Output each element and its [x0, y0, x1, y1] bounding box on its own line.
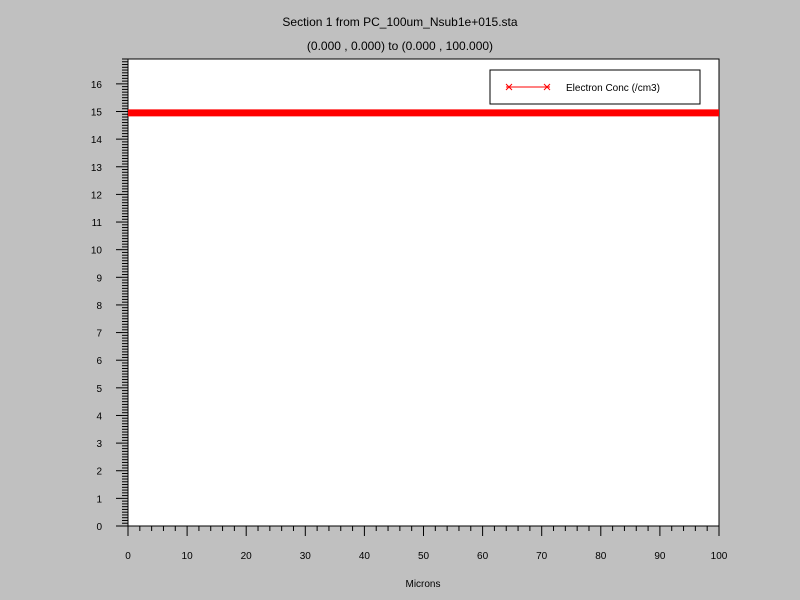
- x-tick-label: 30: [300, 551, 312, 562]
- y-tick-label: 12: [91, 190, 103, 201]
- y-tick-label: 9: [96, 273, 102, 284]
- y-tick-label: 14: [91, 135, 103, 146]
- legend-label: Electron Conc (/cm3): [566, 83, 660, 94]
- y-tick-label: 11: [92, 218, 103, 229]
- y-tick-label: 7: [96, 329, 102, 340]
- chart-title: Section 1 from PC_100um_Nsub1e+015.sta: [282, 15, 517, 29]
- plot-area: [127, 58, 720, 527]
- y-tick-label: 6: [96, 356, 102, 367]
- y-tick-label: 8: [96, 301, 102, 312]
- x-axis-label: Microns: [405, 579, 440, 590]
- x-axis-ticks: 0 10 20 30 40 50 60 70 80 90 100: [125, 526, 728, 562]
- y-tick-label: 15: [91, 108, 103, 119]
- y-tick-label: 1: [96, 494, 102, 505]
- x-tick-label: 10: [182, 551, 194, 562]
- y-tick-label: 4: [96, 411, 102, 422]
- y-tick-label: 5: [96, 384, 102, 395]
- x-tick-label: 0: [125, 551, 131, 562]
- x-tick-label: 50: [418, 551, 430, 562]
- y-tick-label: 2: [96, 467, 102, 478]
- x-tick-label: 20: [241, 551, 253, 562]
- y-tick-label: 0: [96, 522, 102, 533]
- legend-marker: [543, 83, 551, 91]
- y-tick-label: 13: [91, 163, 103, 174]
- x-tick-label: 60: [477, 551, 489, 562]
- y-tick-label: 16: [91, 80, 103, 91]
- x-tick-label: 80: [595, 551, 607, 562]
- x-tick-label: 100: [711, 551, 728, 562]
- y-tick-label: 3: [96, 439, 102, 450]
- legend-swatch-markers: [505, 83, 551, 91]
- legend-marker: [505, 83, 513, 91]
- legend: Electron Conc (/cm3): [489, 69, 701, 105]
- x-tick-label: 40: [359, 551, 371, 562]
- y-tick-label: 10: [91, 246, 103, 257]
- x-tick-label: 90: [654, 551, 666, 562]
- chart-subtitle: (0.000 , 0.000) to (0.000 , 100.000): [307, 39, 493, 53]
- x-tick-label: 70: [536, 551, 548, 562]
